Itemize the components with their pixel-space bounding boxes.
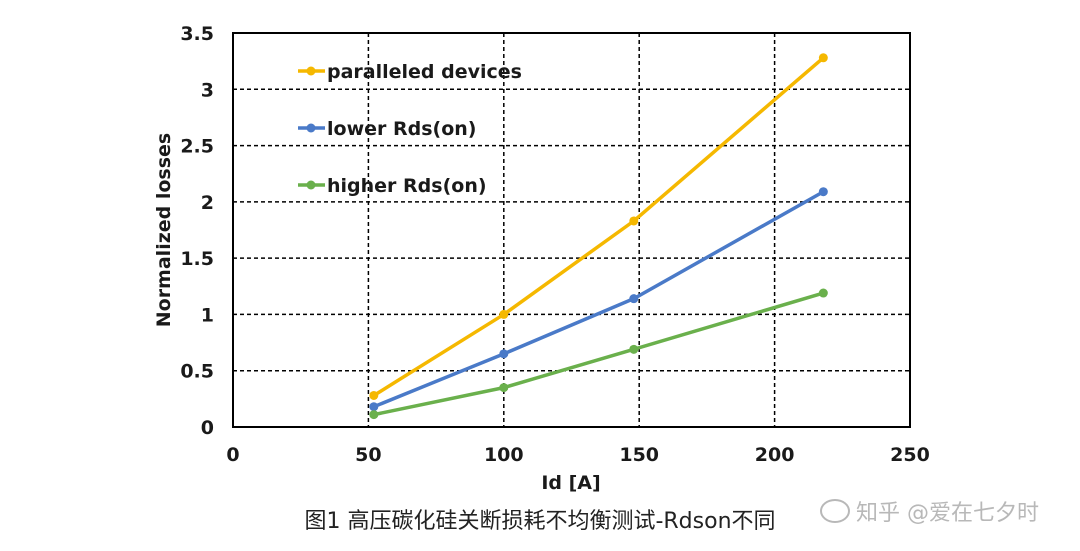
x-tick-label-2: 100 [484, 444, 524, 466]
y-tick-label-3: 1.5 [180, 248, 214, 270]
figure-caption: 图1 高压碳化硅关断损耗不均衡测试-Rdson不同 [304, 509, 776, 534]
y-tick-label-0: 0 [201, 417, 214, 439]
data-point-0-2 [629, 216, 639, 226]
data-point-1-0 [369, 402, 379, 412]
legend-label-2: higher Rds(on) [327, 175, 487, 197]
data-point-0-0 [369, 390, 379, 400]
grid [233, 33, 910, 427]
y-tick-label-2: 1 [201, 304, 214, 326]
data-point-1-3 [818, 187, 828, 197]
series-line-1 [373, 190, 825, 409]
series-line-0 [372, 56, 825, 397]
y-tick-label-4: 2 [201, 192, 214, 214]
legend-marker-0 [306, 66, 316, 76]
series-line-2 [373, 291, 824, 417]
chat-bubble-icon [820, 499, 850, 523]
legend-label-0: paralleled devices [327, 61, 522, 83]
legend-label-1: lower Rds(on) [327, 118, 476, 140]
x-tick-label-0: 0 [226, 444, 239, 466]
line-chart: 0 50 100 150 200 250 0 0.5 1 1.5 2 2.5 3 3.5 paralle… [153, 23, 930, 494]
legend-marker-1 [306, 123, 316, 133]
legend-marker-2 [306, 180, 316, 190]
data-point-2-3 [818, 288, 828, 298]
watermark: 知乎 @爱在七夕时 [820, 495, 1039, 527]
watermark-text: 知乎 @爱在七夕时 [856, 501, 1039, 526]
series-group [369, 53, 828, 420]
y-tick-label-7: 3.5 [180, 23, 214, 45]
data-point-1-1 [499, 349, 509, 359]
data-point-1-2 [629, 294, 639, 304]
y-axis-label: Normalized losses [153, 133, 175, 328]
x-tick-label-3: 150 [619, 444, 659, 466]
x-tick-label-4: 200 [755, 444, 795, 466]
legend: paralleled devices lower Rds(on) higher Rd… [298, 61, 522, 197]
data-point-0-3 [818, 53, 828, 63]
plot-area [232, 32, 911, 428]
y-axis-ticks: 0 0.5 1 1.5 2 2.5 3 3.5 [180, 23, 214, 439]
data-point-2-1 [499, 383, 509, 393]
y-tick-label-6: 3 [201, 79, 214, 101]
x-axis-label: Id [A] [541, 472, 600, 494]
y-tick-label-1: 0.5 [180, 361, 214, 383]
data-point-2-2 [629, 344, 639, 354]
y-tick-label-5: 2.5 [180, 136, 214, 158]
x-axis-ticks: 0 50 100 150 200 250 [226, 444, 929, 466]
x-tick-label-5: 250 [890, 444, 930, 466]
data-point-2-0 [369, 410, 379, 420]
x-tick-label-1: 50 [355, 444, 381, 466]
data-point-0-1 [499, 309, 509, 319]
